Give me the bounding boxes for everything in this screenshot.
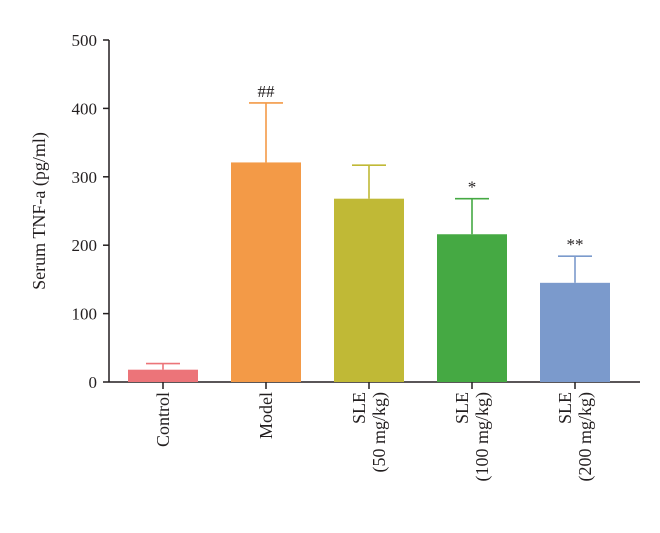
category-label: SLE(50 mg/kg) [349, 392, 390, 473]
error-bar [558, 255, 592, 283]
y-tick-label: 200 [72, 236, 98, 255]
category-label: SLE(200 mg/kg) [555, 392, 596, 482]
error-bar [352, 164, 386, 199]
error-bars [146, 102, 592, 370]
bars [128, 162, 610, 382]
bar [540, 282, 610, 382]
y-tick-label: 100 [72, 305, 98, 324]
category-label: Model [256, 392, 276, 439]
category-label: Control [153, 392, 173, 447]
y-tick-label: 500 [72, 31, 98, 50]
y-tick-label: 400 [72, 99, 98, 118]
error-bar [146, 362, 180, 370]
significance-label: * [468, 178, 477, 197]
bar [437, 234, 507, 382]
y-axis-label: Serum TNF-a (pg/ml) [29, 132, 50, 290]
error-bar [455, 197, 489, 235]
y-tick-label: 300 [72, 168, 98, 187]
bar [128, 369, 198, 382]
significance-label: ## [258, 82, 276, 101]
significance-markers: ##*** [258, 82, 584, 254]
bar [334, 198, 404, 382]
category-label: SLE(100 mg/kg) [452, 392, 493, 482]
category-labels: Control Model SLE(50 mg/kg) SLE(100 mg/kg) S… [153, 392, 596, 482]
error-bar [249, 102, 283, 163]
bar [231, 162, 301, 382]
significance-label: ** [567, 235, 584, 254]
y-tick-label: 0 [89, 373, 98, 392]
